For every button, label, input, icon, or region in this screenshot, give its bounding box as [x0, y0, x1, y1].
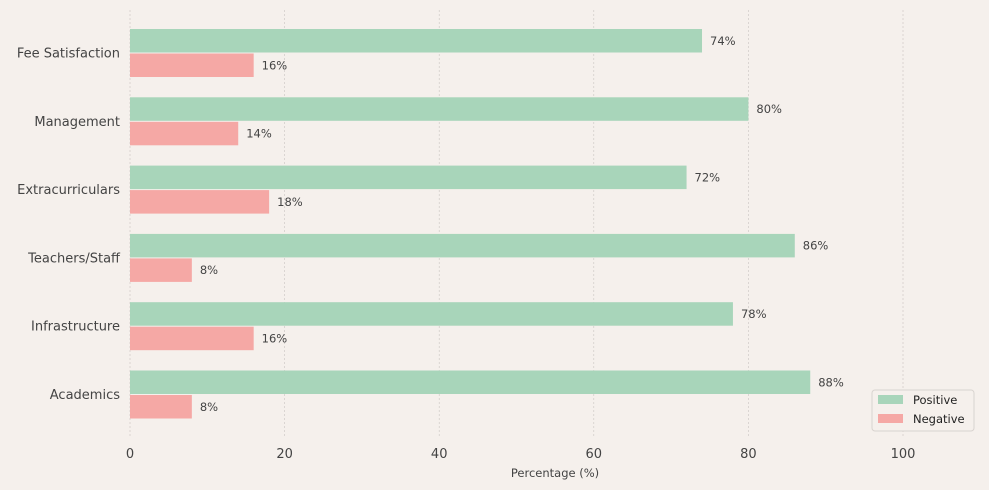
value-label: 16%: [262, 58, 288, 72]
value-label: 72%: [695, 170, 721, 184]
x-tick-label: 80: [740, 447, 757, 462]
x-tick-label: 60: [586, 447, 603, 462]
x-axis-title: Percentage (%): [511, 466, 599, 480]
x-tick-label: 100: [891, 447, 916, 462]
value-label: 78%: [741, 307, 767, 321]
category-label: Infrastructure: [31, 320, 120, 335]
legend-swatch-positive: [878, 395, 903, 404]
value-label: 8%: [200, 263, 218, 277]
category-label: Extracurriculars: [17, 183, 120, 198]
positive-bar: [130, 29, 703, 53]
negative-bar: [130, 395, 192, 419]
legend: Positive Negative: [871, 389, 975, 432]
value-label: 16%: [262, 331, 288, 345]
positive-bar: [130, 370, 811, 394]
legend-label-negative: Negative: [913, 412, 965, 426]
legend-label-positive: Positive: [913, 393, 957, 407]
category-label: Teachers/Staff: [27, 251, 121, 266]
x-tick-label: 40: [431, 447, 448, 462]
bars: [130, 29, 811, 419]
negative-bar: [130, 121, 239, 146]
legend-swatch-negative: [878, 414, 903, 423]
value-label: 80%: [756, 102, 782, 116]
positive-bar: [130, 97, 749, 121]
category-label: Management: [34, 115, 120, 130]
value-label: 14%: [246, 127, 272, 141]
value-label: 86%: [803, 239, 829, 253]
value-label: 8%: [200, 400, 218, 414]
grid: [129, 10, 904, 437]
value-label: 74%: [710, 34, 736, 48]
value-label: 18%: [277, 195, 303, 209]
negative-bar: [130, 190, 270, 214]
positive-bar: [130, 165, 687, 190]
positive-bar: [130, 302, 733, 326]
x-tick-label: 20: [276, 447, 293, 462]
negative-bar: [130, 326, 254, 351]
negative-bar: [130, 53, 254, 77]
value-label: 88%: [818, 375, 844, 389]
category-label: Fee Satisfaction: [17, 47, 120, 62]
positive-bar: [130, 233, 795, 258]
x-tick-label: 0: [126, 447, 134, 462]
labels: 0 20 40 60 80 100 Fee Satisfaction 74% 16% Manage…: [17, 34, 916, 462]
negative-bar: [130, 258, 192, 282]
category-label: Academics: [50, 388, 120, 403]
